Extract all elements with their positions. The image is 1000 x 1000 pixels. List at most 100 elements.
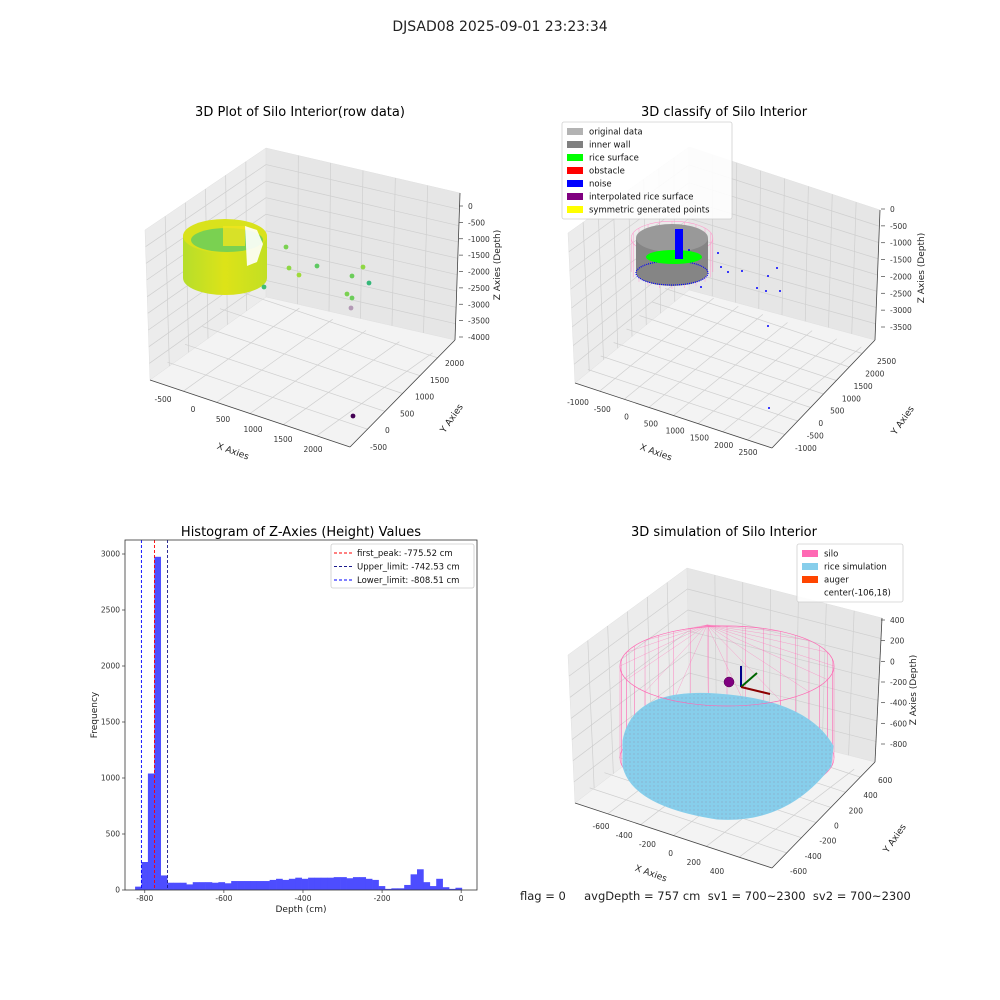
grid-line (600, 355, 798, 422)
z-tick-label: -3000 (468, 300, 490, 309)
y-tick-label: 2500 (101, 606, 120, 615)
legend-label: inner wall (589, 141, 630, 151)
y-tick-label: 0 (115, 886, 120, 895)
histogram-bar (282, 879, 290, 890)
x-axis-label: Depth (cm) (275, 905, 326, 915)
auger-arrow-x (740, 686, 771, 695)
silo-roof-wire (706, 624, 828, 653)
histogram-bar (308, 877, 315, 890)
y-tick-label: 1500 (101, 718, 120, 727)
legend-box (561, 121, 733, 220)
x-tick-label: 2000 (714, 441, 733, 450)
grid-line (626, 328, 824, 395)
x-tick-label: -400 (294, 894, 311, 903)
histogram-bar (327, 877, 335, 890)
y-tick-label: -1000 (795, 444, 817, 453)
histogram-bar (173, 882, 181, 890)
data-point (348, 305, 354, 311)
silo-roof-wire (706, 624, 781, 701)
panel-3d-classify: 3D classify of Silo Interior -1000-50005… (561, 105, 927, 464)
y-tick-label: -200 (819, 837, 836, 846)
histogram-bar (442, 887, 450, 890)
y-tick-label: -500 (807, 432, 824, 441)
x-tick-label: -400 (616, 831, 633, 840)
histogram-bar (410, 874, 418, 890)
x-tick-label: -600 (592, 822, 609, 831)
histogram-bar (301, 878, 309, 890)
legend-label: auger (824, 576, 849, 586)
histogram-bar (167, 882, 174, 890)
grid-line (738, 768, 855, 858)
grid-line (164, 216, 170, 367)
grid-line (265, 180, 459, 227)
z-tick-label: -2500 (890, 289, 912, 298)
histogram-bar (346, 878, 354, 890)
z-axis-label: Z Axies (Depth) (493, 230, 503, 301)
histogram-bar (436, 878, 443, 890)
legend-label: rice surface (589, 154, 639, 164)
histogram-bar (211, 882, 219, 890)
grid-line (821, 603, 827, 749)
grid-line (688, 271, 876, 325)
y-tick-label: 3000 (101, 550, 120, 559)
grid-line (688, 253, 877, 308)
y-tick-label: 500 (400, 409, 415, 418)
y-tick-label: 1500 (854, 382, 873, 391)
x-tick-label: -500 (154, 395, 171, 404)
histogram-bar (423, 882, 431, 890)
histogram-bar (135, 886, 142, 890)
y-tick-label: 2500 (877, 357, 896, 366)
legend-swatch (802, 550, 818, 557)
histogram-bar (340, 877, 347, 890)
noise-point (741, 270, 743, 272)
histogram-bar (384, 888, 392, 890)
z-tick-label: 0 (468, 202, 473, 211)
data-point (349, 273, 355, 279)
legend-label: rice simulation (824, 563, 887, 573)
x-axis-label: X Axies (215, 442, 250, 463)
auger-arrow-y (740, 672, 758, 688)
panel-3d-simulation: 3D simulation of Silo Interior -600-400-… (567, 525, 919, 885)
y-axis-label: Y Axies (881, 822, 909, 855)
y-tick-label: 1000 (415, 393, 434, 402)
silo-wire (619, 625, 835, 707)
histogram-bar (186, 884, 194, 890)
noise-cluster (675, 229, 683, 259)
grid-line (265, 164, 460, 210)
y-tick-label: 1000 (842, 394, 861, 403)
legend-label: silo (824, 550, 838, 560)
histogram-bar (352, 877, 360, 890)
legend-label: center(-106,18) (824, 589, 891, 599)
grid-line (689, 672, 878, 722)
legend-swatch (567, 167, 583, 174)
grid-line (639, 315, 837, 381)
grid-line (587, 369, 785, 435)
z-axis-label: Z Axies (Depth) (909, 655, 919, 726)
suptitle: DJSAD08 2025-09-01 23:23:34 (392, 19, 607, 35)
legend-label: Upper_limit: -742.53 cm (357, 563, 460, 573)
noise-point (720, 266, 722, 268)
histogram-bar (160, 875, 168, 890)
histogram-bar (288, 878, 296, 890)
z-tick-label: 200 (890, 637, 905, 646)
y-axis-line (771, 339, 876, 449)
silo-roof-wire (626, 624, 708, 680)
z-axis-line (874, 209, 881, 341)
histogram-bar (231, 881, 238, 890)
silo-roof-wire (706, 624, 810, 692)
x-tick-label: -200 (639, 840, 656, 849)
legend-label: noise (589, 180, 612, 190)
histogram-bar (192, 882, 200, 890)
histogram-bar (276, 878, 283, 890)
grid-line (613, 342, 811, 408)
z-tick-label: -2000 (468, 268, 490, 277)
silo-roof-wire (706, 624, 835, 667)
grid-line (265, 197, 459, 243)
grid-line (423, 185, 429, 333)
histogram-bar (378, 886, 386, 890)
z-tick-label: -400 (890, 699, 907, 708)
x-tick-label: 500 (216, 415, 231, 424)
noise-point (756, 287, 758, 289)
z-tick-label: -500 (890, 222, 907, 231)
